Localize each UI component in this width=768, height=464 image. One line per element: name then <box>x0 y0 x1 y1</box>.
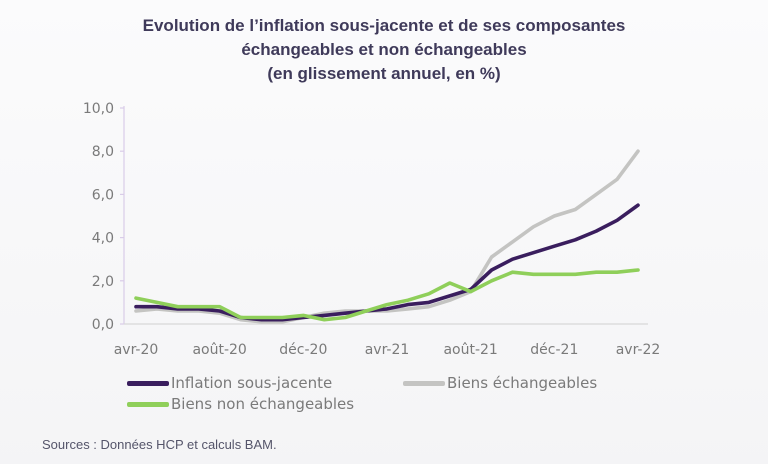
legend-label-inflation: Inflation sous-jacente <box>171 374 333 392</box>
legend-item-non-echangeables: Biens non échangeables <box>127 395 354 413</box>
series-line-echangeables <box>134 149 640 324</box>
series-line-inflation <box>134 203 640 322</box>
series-line-non-echangeables <box>134 268 640 322</box>
x-tick-label: déc-20 <box>279 342 327 358</box>
y-tick-label: 4,0 <box>92 231 114 247</box>
chart-title: Evolution de l’inflation sous-jacente et… <box>0 14 768 86</box>
x-axis: avr-20 août-20 déc-20 avr-21 août-21 déc-21 av… <box>114 323 661 358</box>
y-tick-label: 8,0 <box>92 144 114 160</box>
x-tick-label: avr-20 <box>114 342 159 358</box>
y-axis: 0,0 2,0 4,0 6,0 8,0 10,0 <box>83 101 125 333</box>
x-tick-label: déc-21 <box>530 342 578 358</box>
legend-label-non-echangeables: Biens non échangeables <box>171 395 355 413</box>
y-tick-label: 2,0 <box>92 274 114 290</box>
chart-title-line-1: Evolution de l’inflation sous-jacente et… <box>142 16 626 35</box>
legend-swatch-inflation <box>127 380 169 386</box>
x-tick-label: août-21 <box>443 342 497 358</box>
legend-swatch-non-echangeables <box>127 401 169 407</box>
y-tick-label: 10,0 <box>83 101 114 117</box>
y-tick-label: 0,0 <box>92 317 114 333</box>
y-tick-label: 6,0 <box>92 187 114 203</box>
legend-item-inflation: Inflation sous-jacente <box>127 374 332 392</box>
series-lines <box>134 149 640 324</box>
chart-title-line-3: (en glissement annuel, en %) <box>267 64 501 83</box>
chart-title-line-2: échangeables et non échangeables <box>241 40 527 59</box>
x-tick-label: août-20 <box>192 342 246 358</box>
legend-swatch-echangeables <box>403 380 445 386</box>
x-tick-label: avr-21 <box>365 342 410 358</box>
sources-note: Sources : Données HCP et calculs BAM. <box>42 437 277 452</box>
legend-label-echangeables: Biens échangeables <box>447 374 598 392</box>
x-tick-label: avr-22 <box>616 342 661 358</box>
legend-item-echangeables: Biens échangeables <box>403 374 597 392</box>
